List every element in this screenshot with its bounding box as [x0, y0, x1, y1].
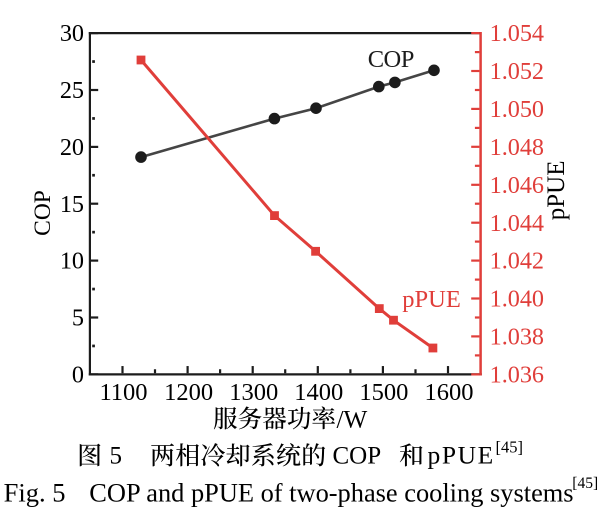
svg-text:COP: COP — [30, 190, 56, 236]
svg-text:COP and pPUE of two-phase cool: COP and pPUE of two-phase cooling system… — [89, 478, 573, 508]
svg-text:15: 15 — [60, 191, 84, 218]
svg-text:[45]: [45] — [572, 475, 598, 492]
svg-text:pPUE: pPUE — [402, 286, 461, 313]
svg-text:10: 10 — [60, 248, 84, 275]
svg-text:1.050: 1.050 — [490, 96, 544, 123]
svg-text:1100: 1100 — [99, 379, 147, 406]
svg-text:1.042: 1.042 — [490, 248, 544, 275]
svg-text:1300: 1300 — [229, 379, 278, 406]
svg-text:1.046: 1.046 — [490, 172, 544, 199]
svg-text:1200: 1200 — [164, 379, 213, 406]
svg-text:1.054: 1.054 — [490, 20, 544, 47]
svg-text:COP: COP — [333, 442, 382, 469]
svg-text:25: 25 — [60, 77, 84, 104]
svg-text:1.036: 1.036 — [490, 362, 544, 389]
svg-text:30: 30 — [60, 20, 84, 47]
svg-text:5: 5 — [110, 442, 123, 469]
svg-text:1.038: 1.038 — [490, 324, 544, 351]
svg-text:[45]: [45] — [496, 437, 524, 456]
svg-text:1400: 1400 — [294, 379, 343, 406]
svg-text:1.048: 1.048 — [490, 134, 544, 161]
svg-text:20: 20 — [60, 134, 84, 161]
svg-text:1600: 1600 — [425, 379, 474, 406]
svg-text:1.040: 1.040 — [490, 286, 544, 313]
svg-text:pPUE: pPUE — [428, 440, 495, 469]
svg-text:1.052: 1.052 — [490, 58, 544, 85]
svg-text:0: 0 — [72, 362, 84, 389]
svg-text:Fig. 5: Fig. 5 — [4, 478, 66, 508]
svg-text:COP: COP — [368, 46, 414, 73]
svg-text:/W: /W — [337, 406, 368, 433]
svg-text:1.044: 1.044 — [490, 210, 544, 237]
svg-text:pPUE: pPUE — [543, 161, 570, 221]
svg-text:5: 5 — [72, 305, 84, 332]
svg-text:1500: 1500 — [359, 379, 408, 406]
